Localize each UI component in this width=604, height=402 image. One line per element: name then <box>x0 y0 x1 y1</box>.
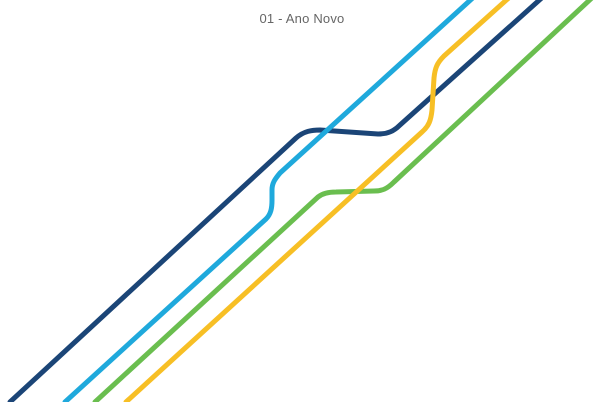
page-title: 01 - Ano Novo <box>259 11 345 26</box>
light-blue-line <box>62 0 475 402</box>
dark-blue-line <box>7 0 544 402</box>
yellow-line <box>123 0 511 402</box>
